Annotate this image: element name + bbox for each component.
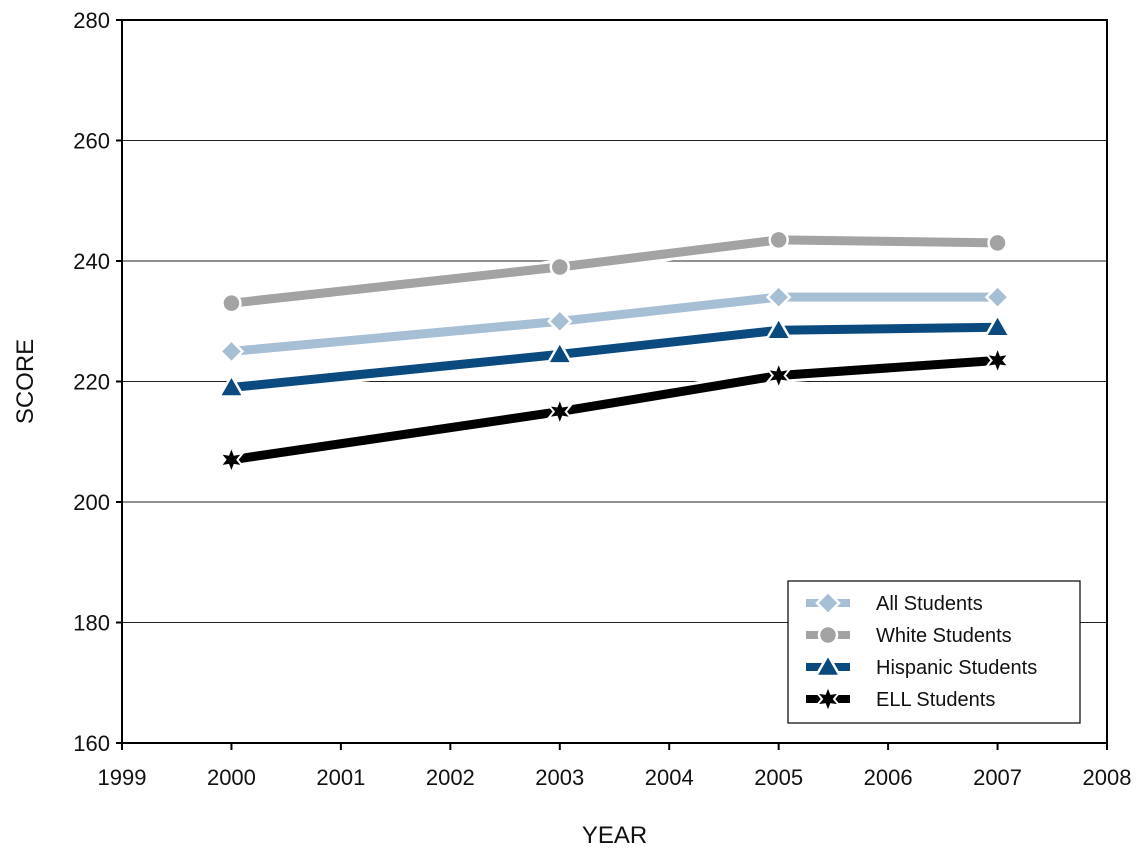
- y-tick-label: 200: [73, 490, 110, 515]
- data-point: [765, 284, 792, 310]
- data-point: [546, 395, 574, 428]
- y-axis-title: SCORE: [12, 339, 39, 424]
- data-point: [983, 312, 1012, 338]
- legend-label: Hispanic Students: [876, 657, 1037, 679]
- series-lines: [217, 229, 1012, 476]
- x-tick-label: 2007: [973, 765, 1022, 790]
- legend-marker: [817, 624, 839, 646]
- series-all-students: [218, 284, 1011, 365]
- series-line: [230, 355, 998, 465]
- legend-item: All Students: [806, 590, 983, 616]
- x-tick-label: 2000: [207, 765, 256, 790]
- y-tick-label: 220: [73, 370, 110, 395]
- series-white-students: [221, 229, 1008, 314]
- series-line: [230, 235, 998, 308]
- series-line: [230, 322, 998, 392]
- x-tick-label: 1999: [98, 765, 147, 790]
- data-point: [218, 338, 245, 365]
- data-point: [764, 359, 793, 392]
- y-tick-label: 160: [73, 731, 110, 756]
- y-tick-label: 280: [73, 8, 110, 33]
- axis-ticks: 160 180 200 220 240 260 280 1999 2000 2001 2002 200…: [73, 8, 1131, 790]
- x-tick-label: 2001: [316, 765, 365, 790]
- data-point: [987, 232, 1008, 254]
- data-point: [764, 315, 793, 341]
- legend-item: Hispanic Students: [806, 652, 1037, 679]
- y-tick-label: 240: [73, 249, 110, 274]
- series-hispanic-students: [217, 312, 1012, 398]
- x-axis-title: YEAR: [582, 822, 647, 848]
- legend: All Students White Students Hispanic Stude…: [787, 580, 1081, 724]
- data-point: [984, 284, 1011, 310]
- data-point: [983, 344, 1012, 377]
- legend-marker: [814, 683, 842, 715]
- x-tick-label: 2006: [864, 765, 913, 790]
- data-point: [549, 256, 571, 278]
- y-tick-label: 260: [73, 129, 110, 154]
- legend-label: White Students: [876, 625, 1012, 647]
- x-tick-label: 2004: [645, 765, 694, 790]
- y-tick-label: 180: [73, 611, 110, 636]
- data-point: [217, 444, 246, 476]
- x-tick-label: 2008: [1083, 765, 1132, 790]
- x-tick-label: 2002: [426, 765, 475, 790]
- legend-item: White Students: [806, 624, 1012, 647]
- data-point: [217, 373, 246, 398]
- legend-label: ELL Students: [876, 689, 995, 711]
- legend-item: ELL Students: [806, 683, 995, 715]
- data-point: [547, 308, 573, 335]
- legend-marker: [815, 590, 841, 616]
- legend-marker: [813, 652, 843, 678]
- x-tick-label: 2005: [754, 765, 803, 790]
- data-point: [221, 292, 242, 314]
- series-line: [230, 292, 998, 356]
- series-ell-students: [217, 344, 1012, 476]
- data-point: [545, 339, 574, 365]
- legend-label: All Students: [876, 593, 983, 615]
- x-tick-label: 2003: [535, 765, 584, 790]
- data-point: [768, 229, 789, 251]
